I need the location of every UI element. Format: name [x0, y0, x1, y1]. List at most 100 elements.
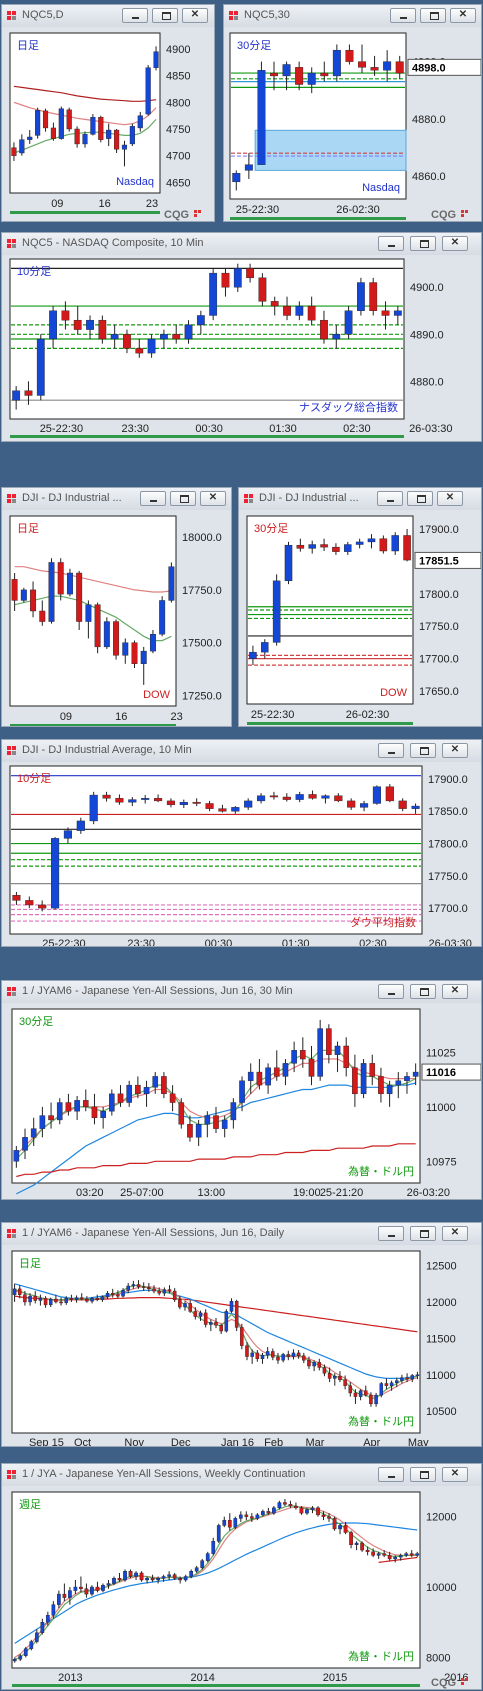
- candle-body: [244, 800, 253, 808]
- candle-body: [308, 794, 317, 799]
- maximize-button[interactable]: [410, 1467, 436, 1482]
- candle-body: [283, 305, 291, 316]
- y-tick-label: 11500: [426, 1333, 456, 1345]
- x-tick-label: 26-03:30: [428, 938, 471, 947]
- x-tick-label: 00:30: [195, 423, 223, 435]
- candle-body: [415, 1553, 420, 1556]
- maximize-button[interactable]: [152, 8, 178, 23]
- candle-body: [240, 1327, 244, 1346]
- candle-body: [332, 334, 341, 340]
- x-tick-label: 26-03:20: [407, 1187, 450, 1199]
- minimize-button[interactable]: [378, 743, 404, 758]
- candle-body: [27, 136, 33, 140]
- x-tick-label: 23: [146, 198, 158, 210]
- candle-body: [42, 110, 49, 129]
- minimize-button[interactable]: [377, 491, 403, 506]
- close-button[interactable]: ✕: [442, 1226, 468, 1241]
- maximize-button[interactable]: [410, 743, 436, 758]
- candle-body: [409, 1553, 414, 1556]
- minimize-button[interactable]: [378, 984, 404, 999]
- candle-body: [172, 1290, 177, 1300]
- close-button[interactable]: ✕: [442, 236, 468, 251]
- close-button[interactable]: ✕: [437, 491, 463, 506]
- chart-period-label: 10分足: [17, 772, 51, 785]
- window-title: DJI - DJ Industrial ...: [22, 492, 122, 504]
- candle-body: [90, 1298, 94, 1302]
- candle-body: [244, 1514, 249, 1517]
- candle-body: [372, 786, 382, 804]
- candle-body: [317, 1028, 323, 1077]
- maximize-button[interactable]: [170, 491, 196, 506]
- minimize-button[interactable]: [140, 491, 166, 506]
- candle-body: [232, 173, 241, 183]
- chart-period-label: 30分足: [254, 522, 288, 535]
- candle-body: [270, 301, 279, 307]
- y-tick-label: 17750.0: [419, 621, 459, 633]
- cqg-logo-mark: [461, 1678, 464, 1681]
- candle-body: [322, 1367, 327, 1374]
- candle-body: [284, 544, 293, 582]
- close-button[interactable]: ✕: [442, 984, 468, 999]
- candle-body: [12, 895, 21, 901]
- candle-body: [113, 621, 120, 656]
- candle-body: [69, 1298, 74, 1300]
- close-button[interactable]: ✕: [442, 1467, 468, 1482]
- candle-body: [24, 390, 33, 396]
- candle-body: [365, 1549, 370, 1553]
- minimize-button[interactable]: [122, 8, 148, 23]
- candle-body: [233, 268, 242, 288]
- x-tick-label: Dec: [171, 1437, 191, 1447]
- moving-average-line: [14, 1522, 418, 1644]
- nq-daily-chart: 4900 4850 4800 4750 4700 4650 09 16 23 日足 Nasdaq CQ…: [2, 27, 214, 221]
- candle-body: [117, 1578, 122, 1581]
- candle-body: [156, 1578, 160, 1581]
- minimize-button[interactable]: [378, 1226, 404, 1241]
- candle-body: [218, 808, 227, 812]
- instrument-note: DOW: [380, 687, 408, 699]
- candle-body: [382, 1553, 387, 1556]
- cqg-logo-mark: [465, 210, 468, 213]
- candle-body: [89, 794, 98, 822]
- candle-body: [196, 315, 205, 326]
- minimize-button[interactable]: [378, 1467, 404, 1482]
- window-title: NQC5 - NASDAQ Composite, 10 Min: [22, 237, 204, 249]
- candle-body: [296, 544, 305, 549]
- candle-body: [343, 1525, 348, 1533]
- candle-body: [353, 1392, 358, 1397]
- candle-body: [36, 338, 45, 396]
- y-tick-label: 4700: [166, 151, 190, 163]
- maximize-button[interactable]: [410, 984, 436, 999]
- candle-body: [391, 535, 399, 552]
- candle-body: [261, 1511, 265, 1516]
- maximize-button[interactable]: [410, 1226, 436, 1241]
- close-button[interactable]: ✕: [182, 8, 208, 23]
- maximize-button[interactable]: [407, 491, 433, 506]
- candle-body: [321, 795, 330, 799]
- y-tick-label: 11025: [426, 1048, 456, 1060]
- candle-body: [91, 1106, 98, 1118]
- close-button[interactable]: ✕: [450, 8, 476, 23]
- candle-body: [112, 1578, 116, 1584]
- instrument-note: DOW: [143, 689, 171, 701]
- chart-period-label: 日足: [17, 523, 39, 535]
- x-tick-label: Sep 15: [29, 1437, 64, 1447]
- candle-body: [147, 1287, 151, 1290]
- minimize-button[interactable]: [378, 236, 404, 251]
- title-bar: NQC5 - NASDAQ Composite, 10 Min ✕: [2, 233, 481, 255]
- maximize-button[interactable]: [420, 8, 446, 23]
- close-button[interactable]: ✕: [442, 743, 468, 758]
- candle-body: [74, 128, 80, 145]
- candle-body: [149, 634, 156, 652]
- x-tick-label: 01:30: [282, 938, 310, 947]
- x-tick-label: 25-22:30: [42, 938, 85, 947]
- close-button[interactable]: ✕: [200, 491, 226, 506]
- candle-body: [90, 117, 96, 135]
- minimize-button[interactable]: [390, 8, 416, 23]
- candle-body: [300, 1050, 306, 1060]
- last-price-label: 17851.5: [419, 555, 459, 567]
- candle-body: [22, 1137, 28, 1151]
- candle-body: [167, 1289, 172, 1292]
- maximize-button[interactable]: [410, 236, 436, 251]
- cqg-logo-mark: [198, 210, 201, 213]
- app-icon: [7, 11, 16, 20]
